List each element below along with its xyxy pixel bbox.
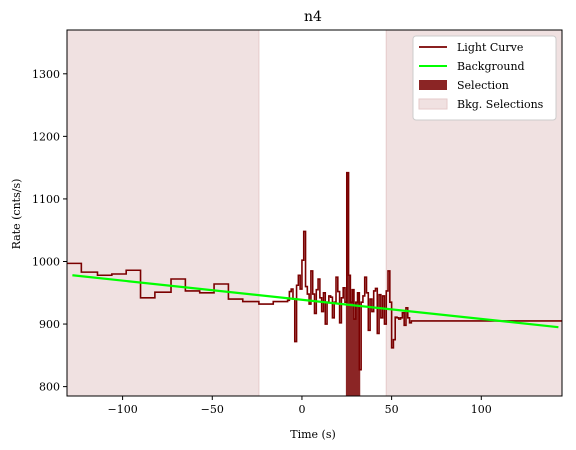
y-tick-label: 1000 <box>32 255 60 268</box>
plot-frame <box>66 29 563 397</box>
y-tick-label: 900 <box>39 318 60 331</box>
light-curve-layer <box>67 171 562 371</box>
legend-swatch-selection <box>419 80 447 90</box>
y-tick-label: 1300 <box>32 68 60 81</box>
background-fit-layer <box>72 274 559 329</box>
x-tick-label: −100 <box>107 403 137 416</box>
legend-label-background: Background <box>457 60 525 73</box>
legend: Light Curve Background Selection Bkg. Se… <box>412 35 557 121</box>
y-axis-label: Rate (cnts/s) <box>10 179 23 250</box>
x-axis-ticks: −100 −50 0 50 100 <box>107 396 492 416</box>
legend-label-selection: Selection <box>457 79 509 92</box>
x-axis-label: Time (s) <box>290 428 336 441</box>
y-tick-label: 1100 <box>32 193 60 206</box>
selection-layer <box>345 172 361 396</box>
y-axis-ticks: 800 900 1000 1100 1200 1300 <box>32 68 67 394</box>
bkg-selection-region <box>66 29 260 397</box>
legend-box <box>412 35 557 121</box>
chart-title: n4 <box>304 9 322 25</box>
legend-label-bkg-selections: Bkg. Selections <box>457 98 544 111</box>
light-curve-line <box>67 171 562 371</box>
background-fit-line <box>72 274 559 329</box>
y-tick-label: 800 <box>39 381 60 394</box>
x-tick-label: 0 <box>298 403 305 416</box>
legend-label-light-curve: Light Curve <box>457 41 523 54</box>
y-tick-label: 1200 <box>32 130 60 143</box>
x-tick-label: 100 <box>471 403 492 416</box>
x-tick-label: −50 <box>201 403 224 416</box>
x-tick-label: 50 <box>385 403 399 416</box>
selection-region <box>345 172 361 396</box>
legend-swatch-bkg-selections <box>418 98 448 110</box>
